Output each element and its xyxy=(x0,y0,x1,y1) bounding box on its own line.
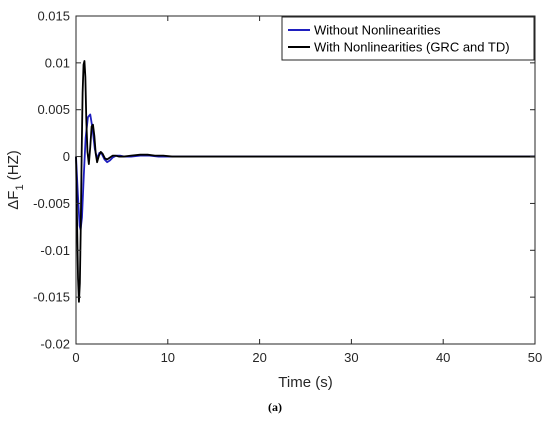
plot-area xyxy=(75,15,536,345)
legend-label-1: Without Nonlinearities xyxy=(314,23,441,38)
figure-caption: (a) xyxy=(268,400,282,414)
x-tick-label: 10 xyxy=(161,350,175,365)
x-axis-label: Time (s) xyxy=(278,374,332,391)
legend-box xyxy=(281,16,535,61)
y-tick-label: 0.015 xyxy=(37,9,70,24)
y-tick-label: -0.01 xyxy=(40,243,70,258)
x-tick-label: 30 xyxy=(344,350,358,365)
y-tick-label: -0.005 xyxy=(33,196,70,211)
series-line-2 xyxy=(75,60,535,303)
y-tick-label: -0.015 xyxy=(33,290,70,305)
series-layer xyxy=(75,60,535,303)
y-axis-label-unit: (HZ) xyxy=(5,150,22,184)
y-tick-label: -0.02 xyxy=(40,337,70,352)
plot-frame xyxy=(75,15,536,345)
y-axis-label: ΔF1 (HZ) xyxy=(5,150,26,209)
y-axis-label-subscript: 1 xyxy=(14,184,26,190)
y-axis-label-main: ΔF xyxy=(5,191,22,210)
legend: Without Nonlinearities With Nonlinearitie… xyxy=(281,16,535,61)
x-tick-label: 20 xyxy=(252,350,266,365)
x-tick-label: 0 xyxy=(72,350,79,365)
ticks-layer: 0 10 20 30 40 50 -0.02 -0.015 -0.01 -0.005 0 0.005 0… xyxy=(33,9,542,366)
y-tick-label: 0 xyxy=(63,149,70,164)
y-tick-label: 0.005 xyxy=(37,102,70,117)
x-tick-label: 40 xyxy=(436,350,450,365)
legend-label-2: With Nonlinearities (GRC and TD) xyxy=(314,40,510,55)
y-tick-label: 0.01 xyxy=(45,55,70,70)
x-tick-label: 50 xyxy=(528,350,542,365)
